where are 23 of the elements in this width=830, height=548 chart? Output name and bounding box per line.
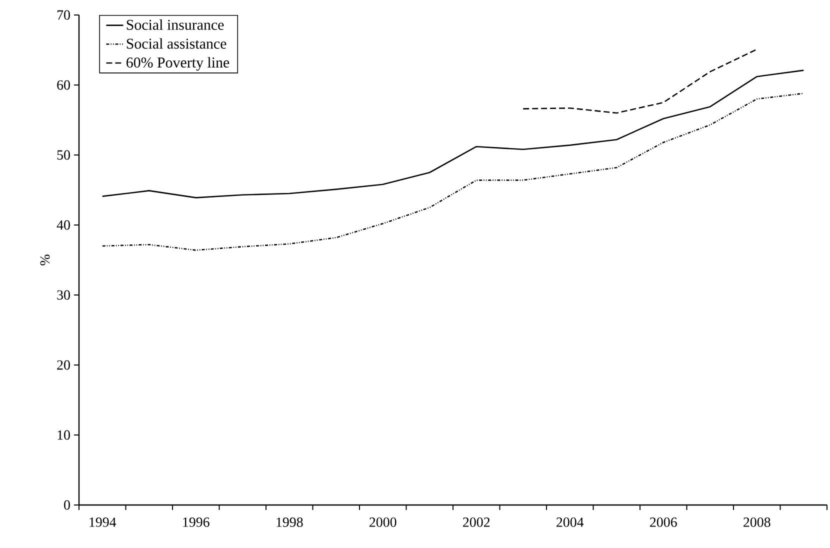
y-axis-title: % xyxy=(40,254,50,266)
y-tick-label: 60 xyxy=(57,80,70,90)
x-tick-label: 1996 xyxy=(183,518,210,527)
line-series xyxy=(102,92,804,251)
legend-label: Social insurance xyxy=(126,19,224,30)
x-tick-label: 2002 xyxy=(463,518,490,527)
x-tick-label: 2000 xyxy=(370,518,396,527)
x-tick-label: 1994 xyxy=(90,518,116,527)
y-tick-label: 10 xyxy=(58,430,70,440)
y-tick-label: 70 xyxy=(57,10,70,20)
x-tick-label: 1998 xyxy=(276,518,303,527)
x-tick-label: 2008 xyxy=(744,518,770,527)
legend-label: 60% Poverty line xyxy=(126,57,230,71)
line-series xyxy=(102,70,804,198)
y-tick-label: 0 xyxy=(64,500,70,510)
y-tick-label: 50 xyxy=(57,150,70,160)
y-tick-label: 40 xyxy=(56,220,70,230)
y-tick-label: 30 xyxy=(57,290,70,300)
line-series xyxy=(522,48,758,114)
x-tick-label: 2006 xyxy=(650,518,677,527)
legend-label: Social assistance xyxy=(126,38,226,49)
y-tick-label: 20 xyxy=(57,360,70,370)
x-tick-label: 2004 xyxy=(556,518,584,527)
